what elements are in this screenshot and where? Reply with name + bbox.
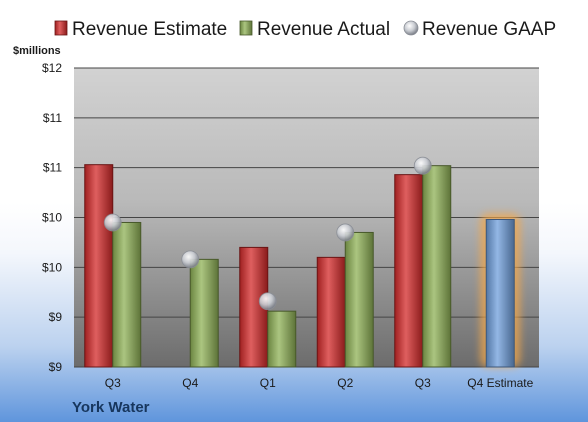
x-tick-label: Q4	[182, 376, 198, 390]
x-tick-label: Q4 Estimate	[467, 376, 533, 390]
y-tick-label: $11	[43, 111, 62, 125]
y-tick-label: $9	[49, 360, 63, 374]
legend-swatch-revenue-actual	[239, 20, 253, 36]
y-tick-label: $11	[43, 161, 62, 175]
x-tick-label: Q3	[105, 376, 121, 390]
bar-revenue-estimate	[84, 164, 114, 368]
x-tick-label: Q1	[260, 376, 276, 390]
bar-revenue-actual	[189, 258, 219, 368]
legend-swatch-revenue-estimate	[54, 20, 68, 36]
bar-revenue-actual	[112, 221, 142, 368]
bar-revenue-actual	[267, 310, 297, 368]
legend-label: Revenue GAAP	[422, 19, 556, 40]
y-axis-unit-label: $millions	[13, 45, 61, 57]
y-tick-label: $10	[42, 211, 62, 225]
bar-revenue-estimate	[394, 174, 424, 368]
bar-revenue-estimate-q4-estimate	[485, 218, 515, 368]
bar-revenue-actual	[422, 165, 452, 368]
legend-label: Revenue Estimate	[72, 19, 227, 40]
marker-revenue-gaap	[413, 156, 432, 175]
x-tick-label: Q2	[337, 376, 353, 390]
legend-label: Revenue Actual	[257, 19, 390, 40]
marker-revenue-gaap	[181, 250, 200, 269]
y-tick-label: $9	[49, 310, 63, 324]
company-name-label: York Water	[72, 399, 150, 416]
marker-revenue-gaap	[336, 223, 355, 242]
y-tick-label: $10	[42, 260, 62, 274]
legend-swatch-revenue-gaap	[403, 20, 419, 36]
bar-revenue-actual	[344, 231, 374, 368]
marker-revenue-gaap	[258, 292, 277, 311]
marker-revenue-gaap	[103, 213, 122, 232]
y-tick-label: $12	[42, 61, 62, 75]
bar-revenue-estimate	[316, 256, 346, 368]
x-tick-label: Q3	[415, 376, 431, 390]
